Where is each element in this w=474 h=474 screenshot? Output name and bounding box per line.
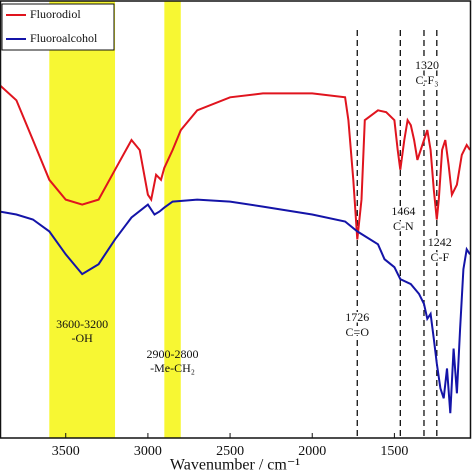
x-tick-label: 2000 — [298, 444, 326, 459]
band-label: -Me-CH₂ — [150, 361, 195, 375]
x-tick-label: 1500 — [380, 444, 408, 459]
highlight-band — [49, 1, 116, 438]
legend-label: Fluorodiol — [30, 7, 81, 21]
x-tick-label: 3500 — [52, 444, 80, 459]
marker-label: 1726 — [345, 310, 369, 324]
marker-label: C-F — [430, 250, 449, 264]
band-label: 2900-2800 — [147, 347, 199, 361]
marker-label: 1464 — [391, 204, 415, 218]
x-tick-label: 3000 — [134, 444, 162, 459]
legend-label: Fluoroalcohol — [30, 31, 98, 45]
marker-label: C=O — [346, 325, 370, 339]
marker-label: 1320 — [415, 58, 439, 72]
marker-label: 1242 — [428, 235, 452, 249]
band-label: 3600-3200 — [56, 317, 108, 331]
marker-label: C-F₃ — [416, 73, 439, 87]
spectrum-line — [0, 84, 471, 240]
highlight-band — [164, 1, 181, 438]
spectrum-line — [0, 198, 471, 414]
marker-label: C-N — [393, 219, 414, 233]
x-axis-label: Wavenumber / cm⁻¹ — [170, 457, 300, 474]
x-tick-label: 2500 — [216, 444, 244, 459]
band-label: -OH — [72, 331, 94, 345]
legend-box — [1, 3, 115, 51]
plot-frame — [0, 0, 472, 439]
